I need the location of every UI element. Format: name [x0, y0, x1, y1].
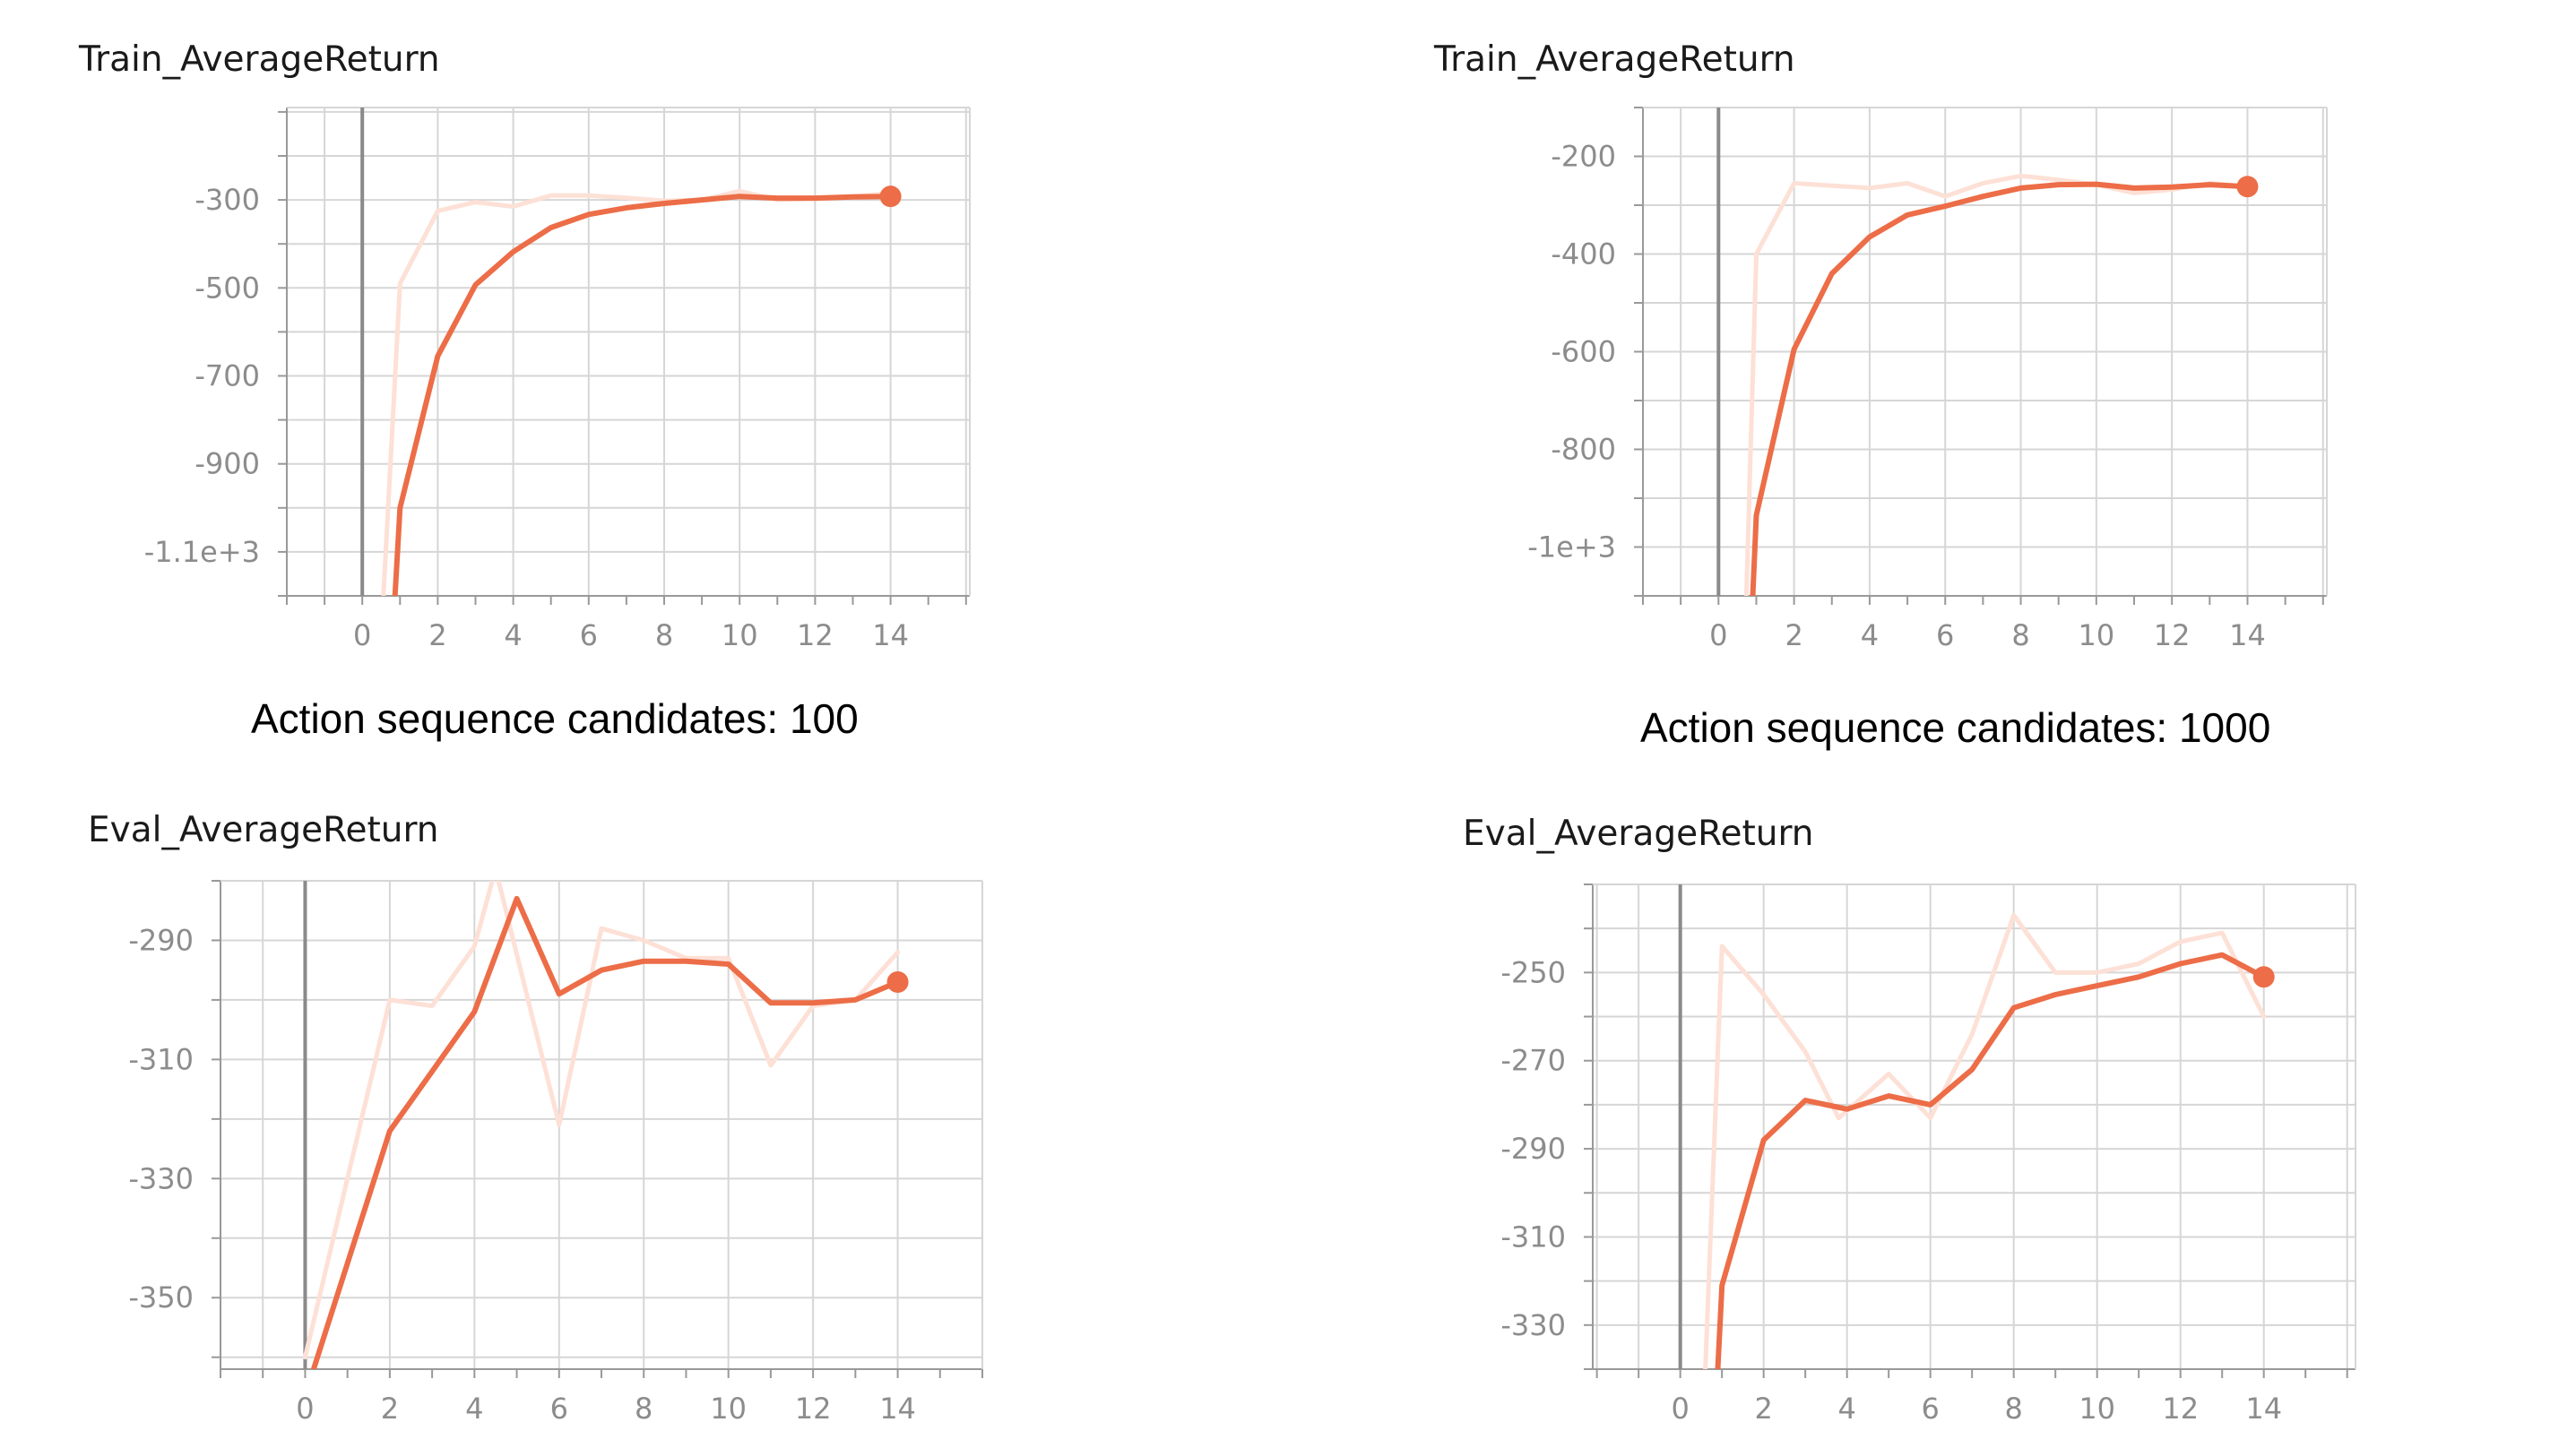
x-tick-label: 8	[2004, 1392, 2022, 1426]
x-tick-label: 0	[296, 1392, 314, 1426]
x-tick-label: 2	[1785, 618, 1802, 652]
x-tick-label: 0	[1671, 1392, 1689, 1426]
y-tick-label: -300	[194, 183, 260, 217]
x-tick-label: 0	[1709, 618, 1727, 652]
chart-title-train-100: Train_AverageReturn	[79, 39, 440, 80]
y-tick-label: -290	[128, 923, 194, 957]
x-tick-label: 10	[2079, 1392, 2115, 1426]
y-tick-label: -600	[1551, 335, 1616, 369]
x-tick-label: 6	[580, 618, 598, 652]
series-line-raw	[1743, 173, 2250, 596]
x-tick-label: 2	[1754, 1392, 1772, 1426]
x-tick-label: 6	[1921, 1392, 1939, 1426]
series-group	[381, 188, 894, 596]
series-line-smoothed	[1750, 181, 2251, 596]
y-tick-label: -1.1e+3	[144, 535, 260, 569]
chart-title-eval-1000: Eval_AverageReturn	[1463, 814, 1814, 854]
last-point-marker	[886, 970, 909, 993]
x-tick-label: 4	[504, 618, 522, 652]
y-tick-label: -310	[1500, 1220, 1566, 1254]
x-tick-label: 10	[710, 1392, 747, 1426]
chart-title-eval-100: Eval_AverageReturn	[88, 810, 439, 850]
series-line-smoothed	[310, 895, 901, 1369]
series-group	[1703, 912, 2267, 1369]
x-tick-label: 8	[2011, 618, 2029, 652]
chart-title-train-1000: Train_AverageReturn	[1434, 39, 1795, 80]
x-tick-label: 8	[655, 618, 673, 652]
last-point-marker	[2252, 966, 2275, 988]
y-tick-label: -200	[1551, 140, 1616, 174]
y-tick-label: -800	[1551, 433, 1616, 467]
series-line-raw	[1703, 912, 2267, 1369]
y-tick-label: -700	[194, 359, 260, 393]
x-tick-label: 6	[550, 1392, 568, 1426]
x-tick-label: 0	[353, 618, 371, 652]
y-tick-label: -270	[1500, 1044, 1566, 1078]
y-tick-label: -400	[1551, 237, 1616, 272]
x-tick-label: 4	[1861, 618, 1879, 652]
x-tick-label: 4	[465, 1392, 483, 1426]
last-point-marker	[2236, 176, 2259, 198]
x-tick-label: 2	[381, 1392, 399, 1426]
y-tick-label: -900	[194, 447, 260, 481]
series-line-smoothed	[392, 194, 894, 596]
x-tick-label: 2	[428, 618, 446, 652]
y-tick-label: -500	[194, 271, 260, 305]
x-tick-label: 10	[722, 618, 758, 652]
y-tick-label: -330	[128, 1161, 194, 1195]
x-tick-label: 14	[872, 618, 909, 652]
y-tick-label: -330	[1500, 1308, 1566, 1342]
y-tick-label: -1e+3	[1527, 530, 1616, 565]
series-group	[302, 881, 901, 1369]
x-tick-label: 8	[635, 1392, 653, 1426]
y-tick-label: -350	[128, 1280, 194, 1314]
x-tick-label: 14	[879, 1392, 916, 1426]
x-tick-label: 14	[2229, 618, 2266, 652]
y-tick-label: -290	[1500, 1132, 1566, 1166]
caption-right: Action sequence candidates: 1000	[1640, 704, 2271, 751]
x-tick-label: 4	[1837, 1392, 1855, 1426]
last-point-marker	[879, 185, 902, 208]
caption-left: Action sequence candidates: 100	[251, 695, 859, 742]
x-tick-label: 6	[1936, 618, 1954, 652]
x-tick-label: 12	[797, 618, 834, 652]
y-tick-label: -310	[128, 1042, 194, 1076]
x-tick-label: 10	[2078, 618, 2114, 652]
series-group	[1743, 173, 2251, 596]
series-line-raw	[302, 881, 901, 1360]
x-tick-label: 12	[2162, 1392, 2199, 1426]
x-tick-label: 12	[795, 1392, 832, 1426]
y-tick-label: -250	[1500, 955, 1566, 989]
x-tick-label: 14	[2245, 1392, 2282, 1426]
series-line-smoothed	[1715, 952, 2267, 1369]
x-tick-label: 12	[2154, 618, 2191, 652]
